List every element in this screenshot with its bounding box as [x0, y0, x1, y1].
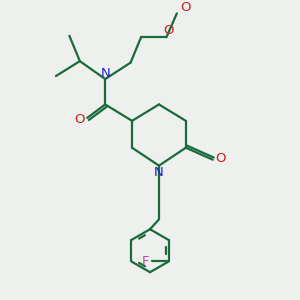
- Text: O: O: [163, 24, 174, 37]
- Text: O: O: [181, 2, 191, 14]
- Text: N: N: [101, 67, 111, 80]
- Text: N: N: [154, 166, 164, 179]
- Text: F: F: [142, 255, 149, 268]
- Text: O: O: [215, 152, 225, 165]
- Text: O: O: [75, 113, 85, 126]
